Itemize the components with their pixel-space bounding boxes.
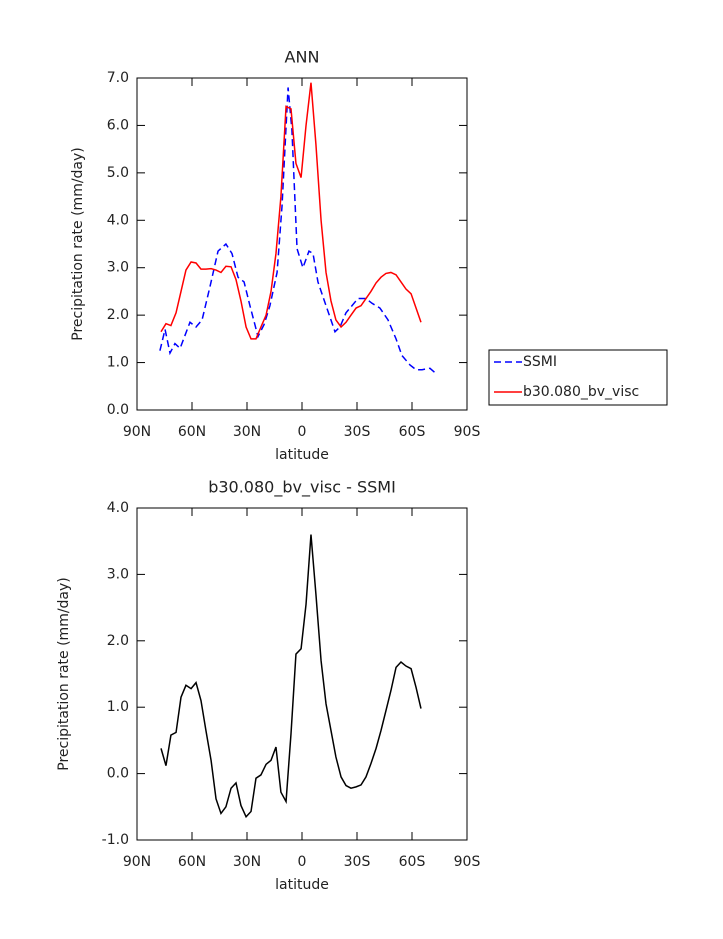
plot-frame [136,507,468,841]
y-tick-label: 4.0 [107,212,129,228]
y-tick-label: 0.0 [107,766,129,782]
y-axis-label: Precipitation rate (mm/day) [70,147,86,341]
y-axis-label: Precipitation rate (mm/day) [56,577,72,771]
y-tick-label: 5.0 [107,165,129,181]
x-tick-label: 90N [123,854,151,870]
series-line [159,87,438,375]
x-tick-label: 0 [298,854,307,870]
x-tick-label: 0 [298,424,307,440]
x-tick-label: 30N [233,424,261,440]
series-line [160,534,422,819]
x-tick-label: 30N [233,854,261,870]
y-tick-label: 3.0 [107,566,129,582]
y-tick-label: 7.0 [107,70,129,86]
y-tick-label: 0.0 [107,402,129,418]
legend-box [488,349,668,406]
y-tick-label: 1.0 [107,355,129,371]
x-axis-label: latitude [275,877,329,893]
y-tick-label: 2.0 [107,633,129,649]
x-tick-label: 90S [454,424,481,440]
y-tick-label: 3.0 [107,260,129,276]
legend-label: SSMI [523,354,557,370]
x-tick-label: 60N [178,424,206,440]
x-tick-label: 30S [344,854,371,870]
x-tick-label: 90S [454,854,481,870]
series-line [160,82,422,340]
chart-title: b30.080_bv_visc - SSMI [208,478,396,498]
x-tick-label: 60S [399,854,426,870]
y-tick-label: 1.0 [107,699,129,715]
x-axis-label: latitude [275,447,329,463]
y-tick-label: 2.0 [107,307,129,323]
chart-title: ANN [285,48,320,67]
y-tick-label: 4.0 [107,500,129,516]
x-tick-label: 30S [344,424,371,440]
x-tick-label: 60S [399,424,426,440]
y-tick-label: -1.0 [102,832,129,848]
y-tick-label: 6.0 [107,117,129,133]
x-tick-label: 60N [178,854,206,870]
legend-label: b30.080_bv_visc [523,384,639,400]
x-tick-label: 90N [123,424,151,440]
plot-frame [136,77,468,411]
